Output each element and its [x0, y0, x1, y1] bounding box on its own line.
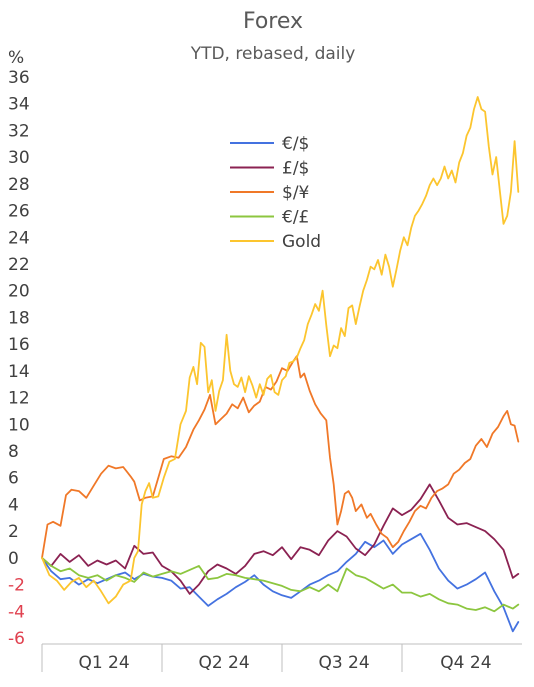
chart-title: Forex — [243, 9, 303, 34]
series-line — [41, 557, 520, 613]
x-tick-label: Q1 24 — [78, 653, 129, 673]
y-tick-label: -4 — [8, 602, 25, 622]
y-tick-label: 12 — [8, 389, 30, 409]
y-tick-label: 26 — [8, 202, 30, 222]
y-tick-label: 6 — [8, 469, 19, 489]
y-tick-label: 36 — [8, 68, 30, 88]
y-tick-label: 32 — [8, 121, 30, 141]
series-lines — [41, 96, 520, 633]
y-tick-label: -2 — [8, 576, 25, 596]
y-tick-label: 28 — [8, 175, 30, 195]
y-tick-label: 10 — [8, 415, 30, 435]
x-axis: Q1 24 Q2 24 Q3 24 Q4 24 — [41, 643, 522, 673]
y-tick-label: 18 — [8, 308, 30, 328]
legend-label: £/$ — [282, 159, 309, 179]
y-tick-label: -6 — [8, 629, 25, 649]
chart-subtitle: YTD, rebased, daily — [190, 44, 356, 64]
legend-label: €/£ — [282, 208, 309, 228]
legend-label: €/$ — [282, 134, 309, 154]
y-tick-label: 16 — [8, 335, 30, 355]
y-tick-label: 22 — [8, 255, 30, 275]
x-tick-label: Q2 24 — [198, 653, 249, 673]
x-tick-label: Q3 24 — [318, 653, 369, 673]
legend-label: Gold — [282, 232, 321, 252]
y-tick-label: 2 — [8, 522, 19, 542]
y-tick-label: 4 — [8, 495, 19, 515]
y-tick-label: 20 — [8, 282, 30, 302]
series-line — [41, 483, 520, 595]
y-tick-label: 24 — [8, 228, 30, 248]
y-tick-label: 8 — [8, 442, 19, 462]
x-tick-label: Q4 24 — [440, 653, 491, 673]
series-line — [41, 532, 520, 633]
legend-label: $/¥ — [282, 183, 310, 203]
y-tick-label: 34 — [8, 95, 30, 115]
series-line — [41, 96, 520, 605]
series-line — [41, 355, 520, 559]
y-tick-label: 30 — [8, 148, 30, 168]
y-axis-unit-label: % — [8, 48, 24, 68]
y-tick-label: 0 — [8, 549, 19, 569]
legend: €/$ £/$ $/¥ €/£ Gold — [230, 134, 321, 252]
y-tick-label: 14 — [8, 362, 30, 382]
